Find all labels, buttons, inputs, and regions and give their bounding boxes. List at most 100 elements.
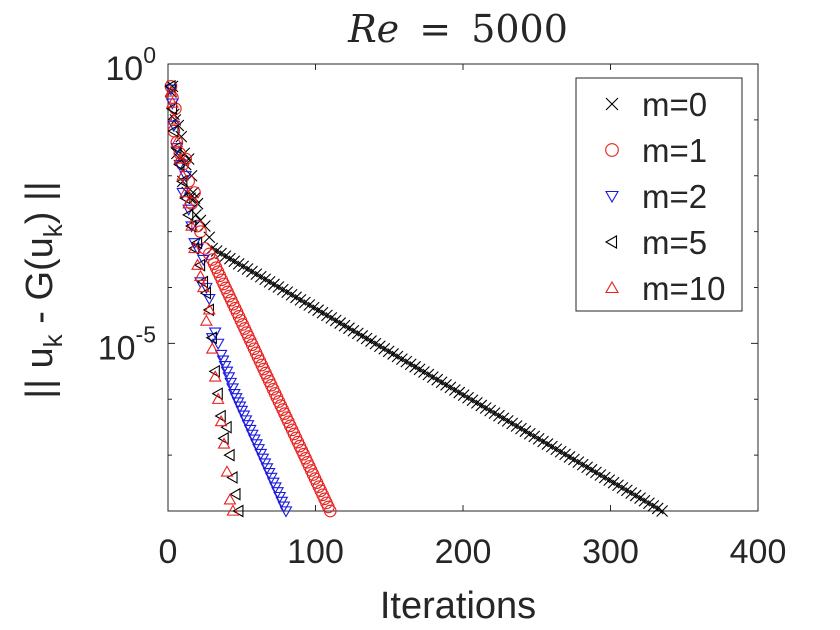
point-m=2	[173, 159, 187, 172]
point-m=5	[202, 303, 214, 317]
point-m=5	[176, 174, 188, 188]
point-m=5	[196, 275, 209, 289]
data-markers	[164, 79, 669, 518]
series-m=0	[165, 80, 669, 517]
point-m=2	[164, 84, 178, 96]
point-m=10	[211, 392, 225, 404]
legend-label: m=0	[642, 86, 707, 123]
legend-label: m=2	[642, 178, 707, 215]
point-m=10	[217, 437, 231, 449]
point-m=10	[223, 493, 237, 505]
point-m=10	[167, 113, 181, 125]
y-tick-label: 100	[105, 42, 156, 88]
point-m=5	[208, 364, 220, 378]
title-lhs: Re	[347, 7, 399, 51]
point-m=2	[220, 366, 234, 378]
x-tick-label: 400	[730, 533, 787, 571]
point-m=10	[205, 342, 219, 354]
point-m=10	[196, 280, 210, 293]
point-m=5	[229, 487, 241, 501]
point-m=2	[208, 327, 222, 339]
point-m=10	[220, 465, 234, 477]
series-m=5	[164, 79, 244, 518]
x-tick-labels: 0 100 200 300 400	[159, 533, 787, 571]
point-m=2	[176, 187, 190, 200]
legend: m=0 m=1 m=2 m=5 m=10	[575, 77, 743, 312]
point-m=5	[182, 208, 194, 222]
point-m=0	[656, 505, 669, 517]
legend-marker-m=10	[605, 280, 619, 294]
point-m=2	[196, 254, 210, 267]
legend-marker-m=5	[604, 235, 618, 249]
point-m=10	[176, 169, 190, 181]
point-m=5	[217, 431, 229, 445]
point-m=5	[187, 241, 200, 255]
point-m=5	[184, 219, 197, 233]
point-m=0	[198, 220, 211, 232]
legend-marker-m=0	[605, 97, 619, 111]
point-m=10	[164, 85, 178, 97]
point-m=5	[193, 258, 206, 272]
point-m=2	[214, 349, 228, 362]
point-m=10	[191, 258, 204, 270]
point-m=2	[226, 383, 239, 395]
y-label-sub1: k	[38, 333, 68, 347]
title-value: 5000	[471, 7, 568, 51]
point-m=10	[188, 241, 201, 254]
point-m=10	[185, 219, 199, 231]
legend-marker-m=2	[605, 190, 619, 204]
point-m=10	[179, 185, 193, 198]
point-m=10	[170, 135, 184, 147]
point-m=2	[216, 355, 230, 367]
point-m=10	[214, 414, 228, 427]
y-tick-label: 10-5	[98, 321, 156, 367]
y-label-mid: - G(u	[19, 237, 61, 334]
point-m=10	[194, 269, 207, 282]
legend-box	[575, 77, 743, 312]
point-m=2	[170, 143, 184, 155]
point-m=5	[167, 124, 179, 138]
point-m=2	[191, 243, 204, 255]
point-m=5	[173, 158, 185, 172]
point-m=10	[173, 152, 187, 164]
y-label-sub2: k	[38, 223, 68, 237]
series-m=2	[164, 84, 293, 518]
y-tick-labels: 100 10-5	[98, 42, 156, 367]
point-m=2	[179, 171, 193, 183]
point-m=10	[208, 370, 222, 382]
point-m=10	[226, 504, 240, 516]
point-m=5	[223, 448, 235, 462]
y-label-post: ) ||	[19, 181, 61, 224]
point-m=5	[164, 79, 176, 93]
point-m=10	[182, 197, 196, 209]
point-m=5	[199, 286, 212, 300]
x-tick-label: 300	[582, 533, 639, 571]
point-m=2	[211, 338, 225, 350]
axis-ticks	[167, 63, 759, 512]
x-tick-label: 100	[287, 533, 344, 571]
x-tick-label: 0	[159, 533, 178, 571]
chart-title: Re = 5000	[347, 7, 568, 51]
point-m=5	[205, 331, 217, 345]
point-m=5	[170, 141, 182, 155]
point-m=1	[179, 152, 193, 166]
point-m=10	[199, 314, 213, 326]
point-m=2	[218, 361, 232, 373]
point-m=5	[179, 191, 191, 205]
point-m=2	[222, 372, 236, 384]
point-m=2	[224, 377, 238, 390]
x-axis-label: Iterations	[380, 585, 536, 627]
point-m=2	[279, 506, 293, 518]
title-operator: =	[419, 7, 451, 51]
y-label-pre: || u	[19, 347, 61, 398]
point-m=10	[165, 96, 179, 108]
legend-label: m=10	[642, 270, 725, 307]
legend-marker-m=1	[605, 143, 619, 157]
point-m=5	[211, 387, 223, 401]
point-m=2	[205, 333, 219, 345]
point-m=2	[202, 293, 216, 306]
x-tick-label: 200	[435, 533, 492, 571]
y-axis-label: || uk - G(uk) ||	[19, 181, 68, 399]
point-m=5	[214, 409, 226, 423]
